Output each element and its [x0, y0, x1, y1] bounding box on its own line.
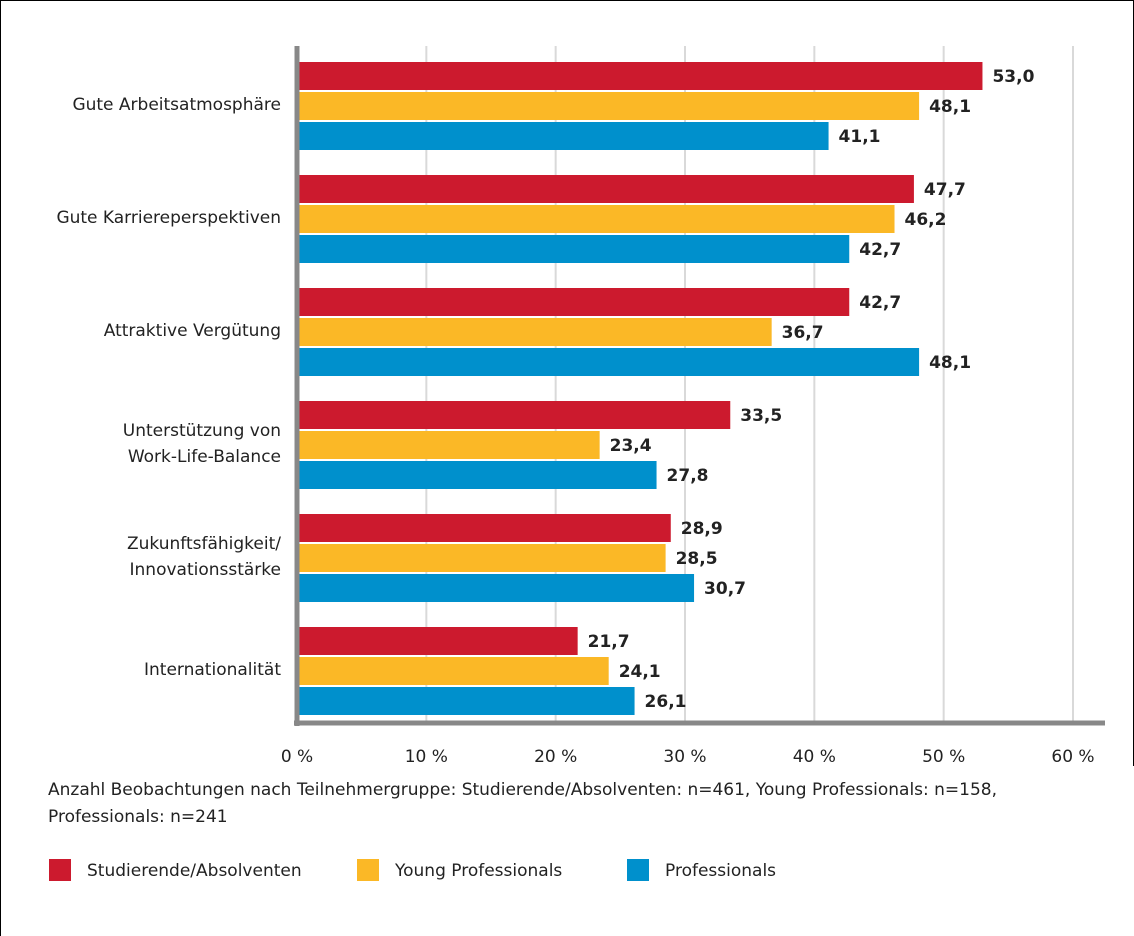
value-label: 42,7: [859, 240, 901, 260]
legend-swatch: [49, 859, 71, 881]
value-label: 53,0: [992, 67, 1034, 87]
value-label: 42,7: [859, 293, 901, 313]
bar: [297, 514, 671, 542]
x-tick-label: 50 %: [922, 747, 965, 767]
legend-swatch: [627, 859, 649, 881]
legend-label: Professionals: [665, 861, 776, 881]
bar: [297, 431, 600, 459]
category-label: Unterstützung von Work-Life-Balance: [122, 421, 281, 467]
bar: [297, 687, 635, 715]
value-label: 26,1: [645, 692, 687, 712]
value-label: 46,2: [905, 210, 947, 230]
value-label: 47,7: [924, 180, 966, 200]
category-label: Zukunftsfähigkeit/ Innovationsstärke: [126, 534, 281, 580]
bar: [297, 175, 914, 203]
bar: [297, 235, 850, 263]
x-tick-label: 0 %: [281, 747, 313, 767]
value-label: 48,1: [929, 97, 971, 117]
category-label: Gute Karriereperspektiven: [56, 208, 281, 228]
x-tick-label: 20 %: [534, 747, 577, 767]
bar: [297, 122, 829, 150]
value-label: 24,1: [619, 662, 661, 682]
x-tick-label: 10 %: [405, 747, 448, 767]
value-label: 23,4: [610, 436, 652, 456]
value-label: 33,5: [740, 406, 782, 426]
value-label: 28,9: [681, 519, 723, 539]
bar: [297, 574, 695, 602]
bar: [297, 348, 920, 376]
legend-label: Young Professionals: [394, 861, 562, 881]
value-label: 48,1: [929, 353, 971, 373]
bar: [297, 318, 772, 346]
x-tick-label: 30 %: [663, 747, 706, 767]
value-label: 27,8: [667, 466, 709, 486]
bar: [297, 205, 895, 233]
bar: [297, 401, 731, 429]
bar: [297, 288, 850, 316]
value-label: 28,5: [676, 549, 718, 569]
category-label: Gute Arbeitsatmosphäre: [72, 95, 281, 115]
bar: [297, 62, 983, 90]
value-label: 21,7: [588, 632, 630, 652]
bar: [297, 627, 578, 655]
legend-label: Studierende/Absolventen: [87, 861, 302, 881]
value-label: 41,1: [839, 127, 881, 147]
value-label: 36,7: [782, 323, 824, 343]
value-label: 30,7: [704, 579, 746, 599]
x-tick-label: 60 %: [1051, 747, 1094, 767]
x-tick-label: 40 %: [793, 747, 836, 767]
bar: [297, 544, 666, 572]
category-label: Internationalität: [144, 660, 281, 680]
bar: [297, 657, 609, 685]
note: Anzahl Beobachtungen nach Teilnehmergrup…: [48, 780, 998, 827]
legend-swatch: [357, 859, 379, 881]
bar: [297, 461, 657, 489]
category-label: Attraktive Vergütung: [103, 321, 281, 341]
bar: [297, 92, 920, 120]
